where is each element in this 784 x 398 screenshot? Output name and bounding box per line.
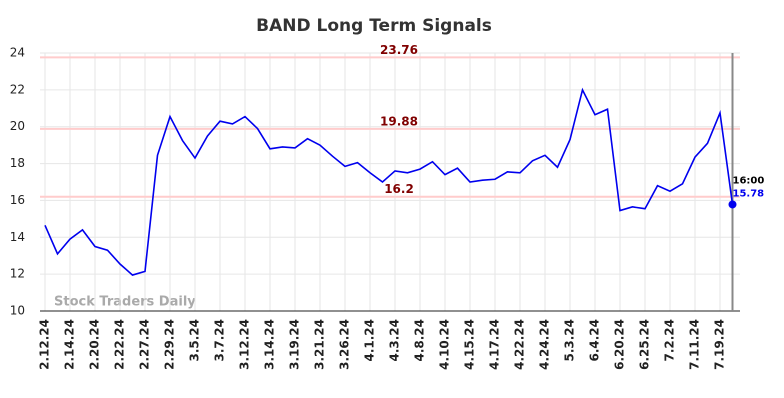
y-tick-label: 14 <box>10 230 25 244</box>
last-value: 15.78 <box>733 188 765 199</box>
x-tick-label: 3.14.24 <box>263 319 277 370</box>
x-tick-label: 2.12.24 <box>38 319 52 370</box>
x-tick-label: 4.10.24 <box>438 319 452 370</box>
x-tick-label: 4.8.24 <box>413 319 427 362</box>
x-tick-label: 6.20.24 <box>613 319 627 370</box>
x-tick-label: 3.19.24 <box>288 319 302 370</box>
price-line <box>44 87 734 276</box>
y-tick-label: 18 <box>10 156 25 170</box>
x-tick-label: 4.1.24 <box>363 319 377 362</box>
y-tick-label: 12 <box>10 267 25 281</box>
x-tick-label: 5.3.24 <box>563 319 577 362</box>
x-tick-label: 2.14.24 <box>63 319 77 370</box>
y-tick-label: 10 <box>10 304 25 318</box>
x-tick-label: 6.25.24 <box>638 319 652 370</box>
x-tick-label: 3.12.24 <box>238 319 252 370</box>
signal-label: 23.76 <box>380 43 418 57</box>
x-tick-label: 4.17.24 <box>488 319 502 370</box>
x-tick-label: 3.7.24 <box>213 319 227 362</box>
signal-label: 16.2 <box>384 182 414 196</box>
y-tick-label: 22 <box>10 82 25 96</box>
x-tick-label: 6.4.24 <box>588 319 602 362</box>
signal-label: 19.88 <box>380 114 418 128</box>
last-point <box>728 200 737 209</box>
y-tick-label: 20 <box>10 119 25 133</box>
watermark: Stock Traders Daily <box>54 295 196 310</box>
x-tick-label: 2.27.24 <box>138 319 152 370</box>
x-tick-label: 2.22.24 <box>113 319 127 370</box>
x-tick-label: 3.26.24 <box>338 319 352 370</box>
x-tick-label: 3.5.24 <box>188 319 202 362</box>
last-time: 16:00 <box>733 175 765 186</box>
x-tick-label: 2.29.24 <box>163 319 177 370</box>
x-tick-label: 2.20.24 <box>88 319 102 370</box>
x-tick-label: 7.11.24 <box>688 319 702 370</box>
x-tick-label: 3.21.24 <box>313 319 327 370</box>
x-tick-label: 4.15.24 <box>463 319 477 370</box>
y-tick-label: 24 <box>10 46 25 60</box>
x-tick-label: 7.19.24 <box>713 319 727 370</box>
x-tick-label: 4.24.24 <box>538 319 552 370</box>
x-tick-label: 4.3.24 <box>388 319 402 362</box>
x-tick-label: 4.22.24 <box>513 319 527 370</box>
y-tick-label: 16 <box>10 193 25 207</box>
x-tick-label: 7.2.24 <box>663 319 677 362</box>
chart-title: BAND Long Term Signals <box>256 16 492 36</box>
